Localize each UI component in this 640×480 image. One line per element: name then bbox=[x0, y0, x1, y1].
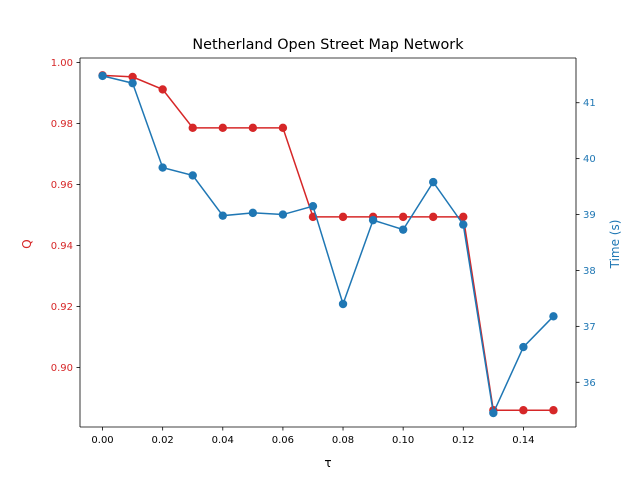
y-right-tick-label: 41 bbox=[583, 98, 596, 109]
y-left-tick-label: 0.96 bbox=[51, 180, 73, 191]
data-point-left bbox=[188, 123, 197, 133]
y-axis-left-label: Q bbox=[20, 239, 34, 248]
data-point-right bbox=[98, 71, 107, 81]
data-point-right bbox=[308, 201, 318, 211]
data-point-left bbox=[158, 85, 167, 94]
data-point-left bbox=[429, 212, 438, 222]
x-tick-label: 0.04 bbox=[212, 435, 234, 446]
data-point-left bbox=[278, 123, 288, 133]
data-point-right bbox=[429, 177, 438, 187]
y-right-tick-label: 40 bbox=[583, 154, 596, 165]
y-axis-right-label: Time (s) bbox=[608, 220, 622, 270]
x-tick-label: 0.00 bbox=[91, 435, 113, 446]
axes: 0.00 0.02 0.04 0.06 0.08 0.10 0.12 0.14 0.90 0.92… bbox=[51, 57, 596, 446]
chart-title: Netherland Open Street Map Network bbox=[192, 37, 464, 53]
data-point-left bbox=[459, 212, 468, 222]
y-left-tick-label: 0.94 bbox=[51, 241, 73, 252]
data-point-right bbox=[158, 163, 167, 172]
data-point-right bbox=[549, 312, 558, 321]
y-left-tick-label: 0.92 bbox=[51, 302, 73, 313]
data-point-right bbox=[188, 171, 197, 180]
plot-area bbox=[98, 71, 558, 418]
data-point-left bbox=[398, 212, 408, 222]
data-point-left bbox=[338, 212, 348, 222]
data-point-right bbox=[338, 299, 348, 309]
data-point-right bbox=[398, 225, 408, 234]
x-tick-label: 0.14 bbox=[512, 435, 534, 446]
series-line-right bbox=[102, 75, 554, 416]
data-point-right bbox=[368, 215, 378, 225]
x-axis-label: τ bbox=[324, 456, 331, 470]
data-point-right bbox=[128, 78, 137, 88]
data-point-left bbox=[218, 123, 227, 133]
x-tick-label: 0.06 bbox=[272, 435, 294, 446]
x-tick-label: 0.12 bbox=[452, 435, 474, 446]
y-right-tick-label: 37 bbox=[583, 322, 596, 333]
y-right-tick-label: 39 bbox=[583, 210, 596, 221]
x-tick-label: 0.10 bbox=[392, 435, 414, 446]
data-point-left bbox=[549, 406, 558, 415]
data-point-right bbox=[218, 211, 227, 220]
data-point-right bbox=[519, 342, 528, 352]
data-point-right bbox=[248, 208, 258, 218]
data-point-left bbox=[128, 72, 137, 82]
data-point-right bbox=[489, 408, 498, 418]
y-left-tick-label: 0.90 bbox=[51, 363, 73, 374]
data-point-right bbox=[278, 210, 288, 219]
series-line-left bbox=[102, 74, 554, 411]
data-point-left bbox=[519, 406, 528, 415]
y-right-tick-label: 38 bbox=[583, 266, 596, 277]
data-point-right bbox=[459, 220, 468, 229]
data-point-left bbox=[248, 123, 258, 133]
y-left-tick-label: 0.98 bbox=[51, 119, 73, 130]
x-tick-label: 0.08 bbox=[332, 435, 354, 446]
y-right-tick-label: 36 bbox=[583, 378, 596, 389]
x-tick-label: 0.02 bbox=[152, 435, 174, 446]
y-left-tick-label: 1.00 bbox=[51, 58, 73, 69]
